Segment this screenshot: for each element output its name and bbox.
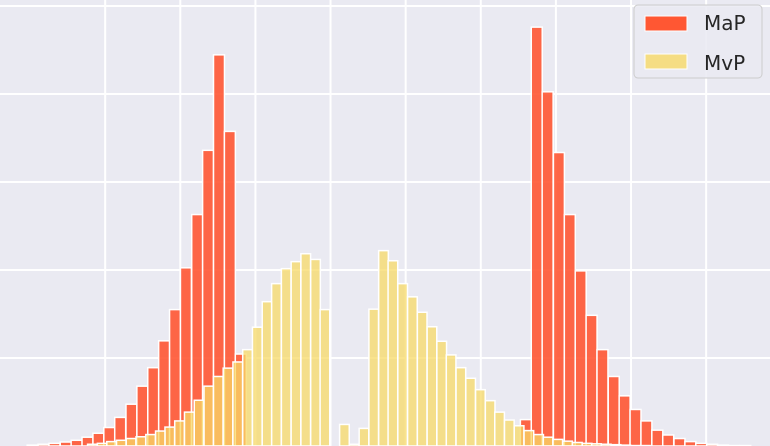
histogram-bar-mvp <box>445 354 457 446</box>
histogram-bar-mvp <box>309 258 322 446</box>
histogram-bar-map <box>585 314 598 446</box>
legend: MaP MvP <box>633 4 763 79</box>
histogram-bar-map <box>530 26 543 446</box>
histogram-bar-mvp <box>125 437 137 446</box>
histogram-bar-map <box>640 420 653 446</box>
histogram-bar-map <box>618 395 631 446</box>
histogram-bar-map <box>552 151 566 446</box>
histogram-bar-mvp <box>387 260 399 446</box>
histogram-bar-mvp <box>145 433 157 446</box>
histogram-bar-map <box>651 429 664 446</box>
histogram-bar-mvp <box>212 375 224 446</box>
legend-swatch-mvp <box>644 53 688 70</box>
histogram-bar-mvp <box>270 282 283 446</box>
histogram-bar-mvp <box>319 308 331 446</box>
histogram-bar-map <box>596 348 609 446</box>
histogram-bar-mvp <box>222 367 234 446</box>
histogram-bar-mvp <box>368 308 380 446</box>
legend-label-mvp: MvP <box>704 51 745 75</box>
histogram-bar-map <box>607 375 620 446</box>
histogram-bar-mvp <box>426 326 438 446</box>
legend-swatch-map <box>644 15 688 32</box>
bars-layer <box>26 26 752 446</box>
histogram-bar-mvp <box>115 439 127 446</box>
histogram-bar-mvp <box>406 296 418 446</box>
histogram-bar-mvp <box>261 300 273 446</box>
histogram-bar-mvp <box>513 425 525 446</box>
histogram-bar-mvp <box>465 377 477 446</box>
histogram-bar-map <box>629 408 642 446</box>
histogram-bar-mvp <box>338 423 351 446</box>
histogram-bar-mvp <box>173 420 186 446</box>
histogram-bar-mvp <box>135 436 147 446</box>
histogram-bar-map <box>59 441 72 446</box>
histogram-bar-mvp <box>164 426 176 446</box>
histogram-bar-mvp <box>105 440 118 446</box>
histogram-bar-map <box>70 439 83 446</box>
legend-label-map: MaP <box>704 11 746 35</box>
histogram-bar-mvp <box>203 385 215 446</box>
histogram-bar-mvp <box>493 411 506 446</box>
histogram-bar-mvp <box>251 326 263 446</box>
histogram-bar-mvp <box>183 411 195 446</box>
histogram-bar-map <box>661 434 675 446</box>
histogram-bar-mvp <box>377 249 390 446</box>
histogram-bar-mvp <box>154 430 166 446</box>
histogram-bar-mvp <box>290 260 302 446</box>
histogram-bar-mvp <box>300 252 312 446</box>
histogram-bar-mvp <box>241 348 254 446</box>
histogram-bar-mvp <box>571 441 583 446</box>
histogram-bar-mvp <box>193 399 205 446</box>
histogram-bar-mvp <box>455 366 467 446</box>
histogram-bar-mvp <box>280 267 292 446</box>
histogram-bar-map <box>223 130 237 446</box>
histogram-bar-mvp <box>523 429 535 446</box>
histogram-bar-mvp <box>416 311 428 446</box>
histogram-bar-mvp <box>358 427 370 446</box>
histogram-bar-mvp <box>474 388 486 446</box>
histogram-bar-mvp <box>561 440 574 446</box>
histogram-bar-mvp <box>503 419 515 446</box>
histogram-bar-map <box>541 91 554 446</box>
histogram-bar-mvp <box>436 340 448 446</box>
histogram-bar-mvp <box>484 399 496 446</box>
histogram-bar-mvp <box>552 438 564 446</box>
histogram-bar-mvp <box>542 436 554 446</box>
histogram-bar-mvp <box>533 433 545 446</box>
histogram-bar-map <box>563 213 577 446</box>
histogram-bar-mvp <box>232 361 244 446</box>
histogram-bar-mvp <box>397 282 409 446</box>
histogram-bar-map <box>574 270 587 446</box>
histogram-bar-map <box>684 440 697 446</box>
histogram-bar-map <box>673 437 686 446</box>
